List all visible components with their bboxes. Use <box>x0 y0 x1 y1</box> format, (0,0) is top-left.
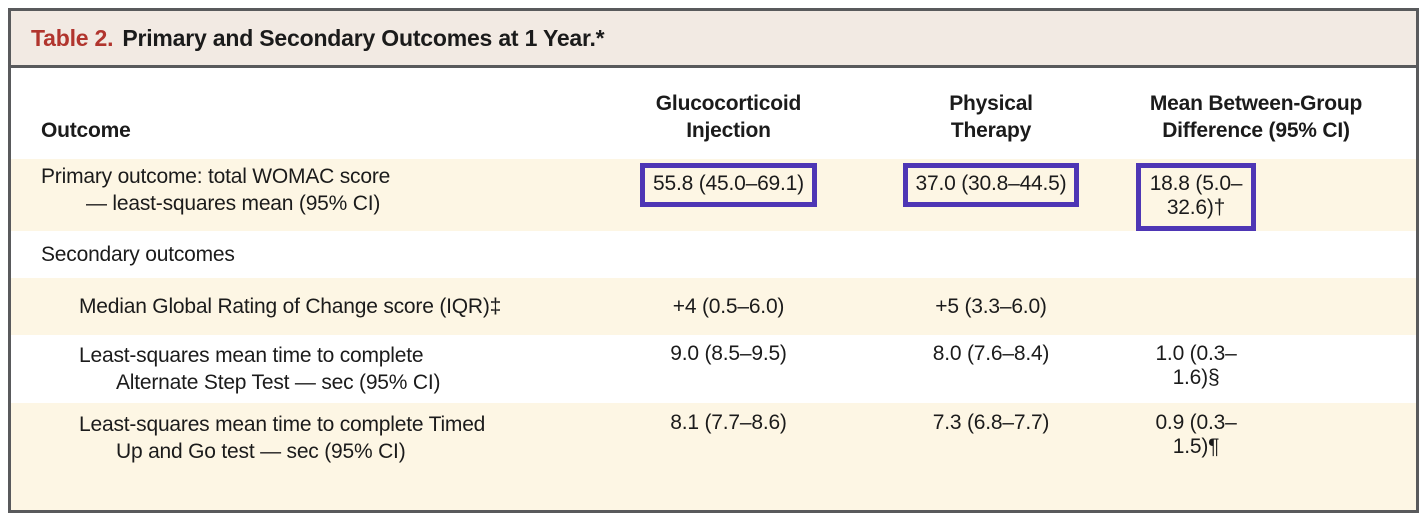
outcome-label: Median Global Rating of Change score (IQ… <box>79 295 502 318</box>
value-cell: 18.8 (5.0–32.6)† <box>1136 159 1416 231</box>
outcomes-table: Table 2. Primary and Secondary Outcomes … <box>8 8 1419 513</box>
outcome-label: Least-squares mean time to complete Alte… <box>79 344 441 394</box>
outcome-label: Least-squares mean time to complete Time… <box>79 413 486 463</box>
value-cell: +5 (3.3–6.0) <box>935 294 1047 318</box>
highlight-box: 37.0 (30.8–44.5) <box>902 163 1080 207</box>
table-row-alternate-step-test: Least-squares mean time to complete Alte… <box>11 335 1416 403</box>
value-cell: 9.0 (8.5–9.5) <box>670 342 787 365</box>
value-cell: 1.0 (0.3–1.6)§ <box>1155 342 1237 389</box>
value-cell: +4 (0.5–6.0) <box>672 294 785 318</box>
column-header-row: Outcome Glucocorticoid Injection Physica… <box>11 68 1416 159</box>
value-cell: 7.3 (6.8–7.7) <box>932 411 1050 434</box>
value-cell: 8.1 (7.7–8.6) <box>670 411 787 434</box>
table-row-primary-outcome: Primary outcome: total WOMAC score — lea… <box>11 159 1416 231</box>
column-header-physical-therapy: Physical Therapy <box>949 92 1033 142</box>
column-header-between-group-difference: Mean Between-Group Difference (95% CI) <box>1149 92 1363 142</box>
outcome-label: Primary outcome: total WOMAC score — lea… <box>41 165 391 215</box>
section-label: Secondary outcomes <box>41 243 235 266</box>
value-cell: 55.8 (45.0–69.1) <box>611 159 846 207</box>
value-cell: 37.0 (30.8–44.5) <box>846 159 1136 207</box>
value-cell: 0.9 (0.3–1.5)¶ <box>1155 411 1237 458</box>
table-row-global-rating-of-change: Median Global Rating of Change score (IQ… <box>11 278 1416 335</box>
column-header-outcome: Outcome <box>41 119 131 142</box>
highlight-box: 55.8 (45.0–69.1) <box>640 163 817 207</box>
table-title: Primary and Secondary Outcomes at 1 Year… <box>122 24 605 51</box>
table-row-secondary-outcomes-section: Secondary outcomes <box>11 231 1416 278</box>
table-body: Outcome Glucocorticoid Injection Physica… <box>11 68 1416 510</box>
table-number-label: Table 2. <box>31 24 114 51</box>
highlight-box: 18.8 (5.0–32.6)† <box>1136 163 1256 231</box>
column-header-glucocorticoid-injection: Glucocorticoid Injection <box>655 92 802 142</box>
table-title-bar: Table 2. Primary and Secondary Outcomes … <box>11 11 1416 68</box>
value-cell: 8.0 (7.6–8.4) <box>932 342 1050 365</box>
table-row-timed-up-and-go: Least-squares mean time to complete Time… <box>11 403 1416 510</box>
